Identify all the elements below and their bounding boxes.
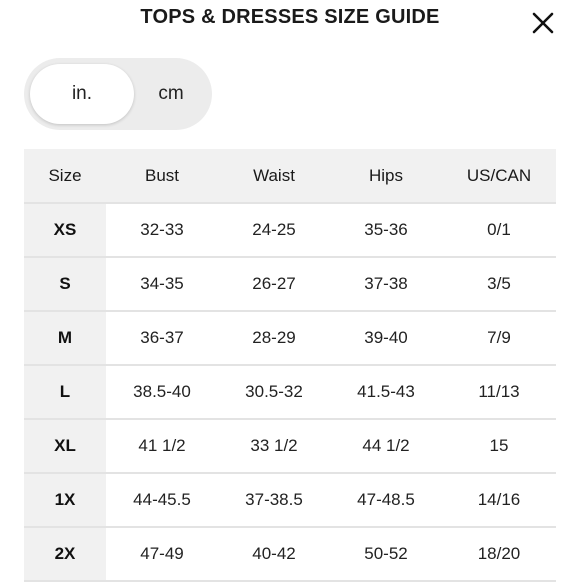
bust-cell: 38.5-40 [106, 365, 218, 420]
hips-cell: 35-36 [330, 203, 442, 258]
hips-cell: 50-52 [330, 527, 442, 582]
waist-cell: 33 1/2 [218, 419, 330, 474]
column-header-hips: Hips [330, 149, 442, 204]
us-can-cell: 7/9 [442, 311, 556, 366]
waist-cell: 37-38.5 [218, 473, 330, 528]
column-header-bust: Bust [106, 149, 218, 204]
size-cell: M [24, 311, 106, 366]
size-cell: 2X [24, 527, 106, 582]
bust-cell: 32-33 [106, 203, 218, 258]
us-can-cell: 18/20 [442, 527, 556, 582]
table-row: 2X 47-49 40-42 50-52 18/20 [24, 527, 556, 582]
hips-cell: 39-40 [330, 311, 442, 366]
table-row: S 34-35 26-27 37-38 3/5 [24, 257, 556, 312]
hips-cell: 47-48.5 [330, 473, 442, 528]
bust-cell: 36-37 [106, 311, 218, 366]
size-cell: XS [24, 203, 106, 258]
column-header-us-can: US/CAN [442, 149, 556, 204]
size-table: Size Bust Waist Hips US/CAN XS 32-33 24-… [24, 149, 556, 582]
bust-cell: 34-35 [106, 257, 218, 312]
us-can-cell: 14/16 [442, 473, 556, 528]
waist-cell: 40-42 [218, 527, 330, 582]
bust-cell: 41 1/2 [106, 419, 218, 474]
table-row: XL 41 1/2 33 1/2 44 1/2 15 [24, 419, 556, 474]
us-can-cell: 0/1 [442, 203, 556, 258]
us-can-cell: 3/5 [442, 257, 556, 312]
bust-cell: 47-49 [106, 527, 218, 582]
unit-option-centimeters[interactable]: cm [158, 83, 184, 104]
size-cell: 1X [24, 473, 106, 528]
column-header-waist: Waist [218, 149, 330, 204]
hips-cell: 44 1/2 [330, 419, 442, 474]
table-row: L 38.5-40 30.5-32 41.5-43 11/13 [24, 365, 556, 420]
us-can-cell: 11/13 [442, 365, 556, 420]
table-header-row: Size Bust Waist Hips US/CAN [24, 149, 556, 204]
size-cell: XL [24, 419, 106, 474]
size-cell: S [24, 257, 106, 312]
close-button[interactable] [530, 10, 556, 36]
waist-cell: 28-29 [218, 311, 330, 366]
us-can-cell: 15 [442, 419, 556, 474]
table-row: XS 32-33 24-25 35-36 0/1 [24, 203, 556, 258]
hips-cell: 37-38 [330, 257, 442, 312]
waist-cell: 26-27 [218, 257, 330, 312]
unit-toggle[interactable]: in. cm [24, 58, 212, 130]
size-cell: L [24, 365, 106, 420]
unit-option-inches[interactable]: in. [30, 64, 134, 124]
page-title: TOPS & DRESSES SIZE GUIDE [140, 6, 440, 28]
bust-cell: 44-45.5 [106, 473, 218, 528]
column-header-size: Size [24, 149, 106, 204]
table-row: 1X 44-45.5 37-38.5 47-48.5 14/16 [24, 473, 556, 528]
hips-cell: 41.5-43 [330, 365, 442, 420]
waist-cell: 24-25 [218, 203, 330, 258]
table-row: M 36-37 28-29 39-40 7/9 [24, 311, 556, 366]
close-icon[interactable] [530, 10, 556, 36]
waist-cell: 30.5-32 [218, 365, 330, 420]
